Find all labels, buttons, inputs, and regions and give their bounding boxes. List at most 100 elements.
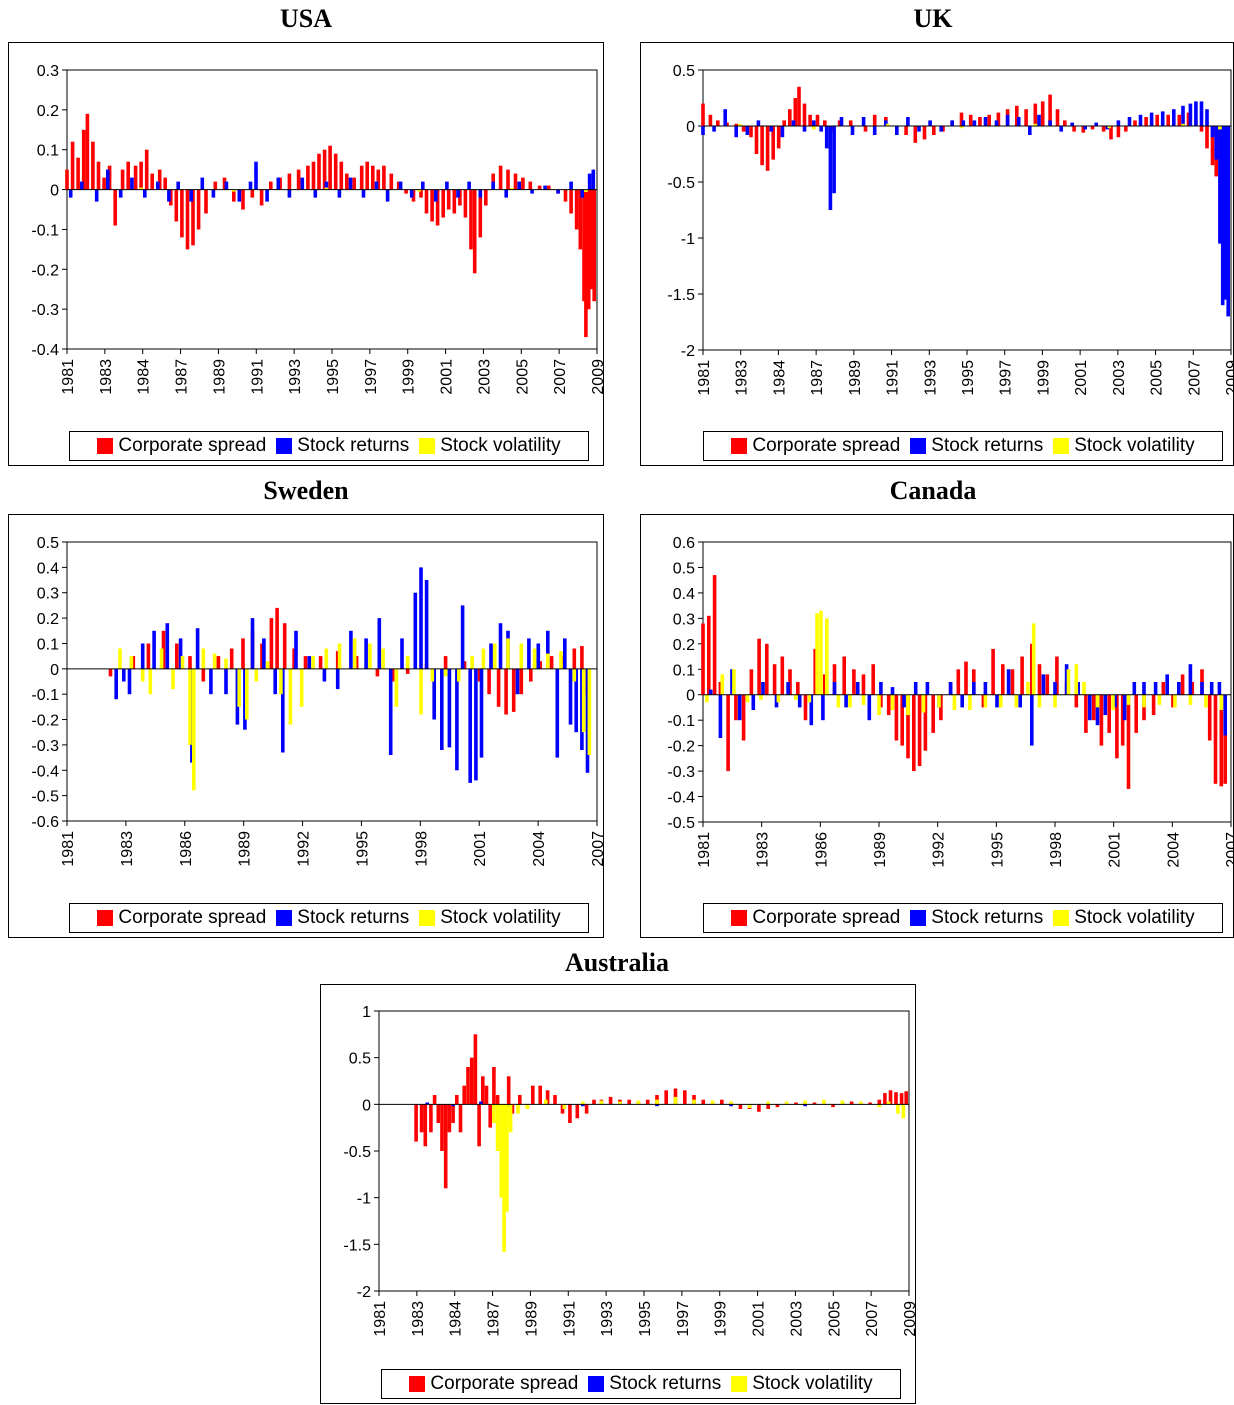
y-tick-label: 0.2 bbox=[37, 103, 59, 120]
legend-label-corporate-spread: Corporate spread bbox=[752, 435, 901, 456]
bar-stock-volatility bbox=[710, 1100, 715, 1105]
bar-corporate-spread bbox=[222, 177, 227, 190]
bar-corporate-spread bbox=[201, 668, 206, 682]
bar-stock-volatility bbox=[525, 1104, 530, 1109]
bar-corporate-spread bbox=[754, 126, 759, 154]
bar-stock-returns bbox=[237, 189, 242, 202]
bar-stock-volatility bbox=[1142, 694, 1146, 708]
bar-stock-returns bbox=[839, 117, 844, 126]
canada-legend: Corporate spread Stock returns Stock vol… bbox=[703, 903, 1223, 933]
plot-area bbox=[66, 69, 598, 350]
bar-corporate-spread bbox=[1199, 126, 1204, 132]
bar-corporate-spread bbox=[1063, 120, 1067, 126]
bar-corporate-spread bbox=[345, 173, 349, 190]
bar-stock-returns bbox=[460, 605, 465, 669]
bar-stock-volatility bbox=[776, 694, 781, 703]
bar-stock-returns bbox=[250, 618, 255, 669]
y-tick-label: -1.5 bbox=[667, 287, 695, 304]
bar-stock-returns bbox=[1217, 682, 1222, 695]
y-tick-label: -0.2 bbox=[31, 713, 59, 730]
bar-corporate-spread bbox=[232, 189, 236, 202]
bar-corporate-spread bbox=[339, 161, 344, 190]
bar-corporate-spread bbox=[802, 103, 807, 126]
bar-stock-returns bbox=[587, 173, 592, 190]
bar-corporate-spread bbox=[382, 165, 386, 190]
bar-corporate-spread bbox=[568, 1104, 572, 1123]
bar-stock-returns bbox=[1037, 114, 1041, 126]
bar-stock-returns bbox=[812, 120, 816, 126]
x-tick-label: 2001 bbox=[472, 831, 489, 867]
swatch-stock-returns bbox=[276, 910, 293, 926]
bar-corporate-spread bbox=[812, 1102, 817, 1105]
bar-stock-returns bbox=[718, 694, 723, 738]
bar-stock-returns bbox=[543, 185, 547, 190]
bar-corporate-spread bbox=[1190, 682, 1195, 695]
bar-stock-volatility bbox=[885, 123, 890, 126]
bar-stock-volatility bbox=[738, 123, 742, 126]
x-tick-label: 1989 bbox=[237, 831, 254, 867]
bar-stock-volatility bbox=[732, 669, 736, 695]
bar-stock-returns bbox=[313, 189, 318, 198]
bar-corporate-spread bbox=[608, 1096, 613, 1105]
bar-corporate-spread bbox=[545, 1090, 550, 1105]
bar-corporate-spread bbox=[797, 86, 801, 126]
bar-corporate-spread bbox=[586, 189, 591, 310]
bar-corporate-spread bbox=[871, 664, 875, 695]
bar-stock-returns bbox=[902, 694, 906, 708]
bar-stock-returns bbox=[917, 126, 921, 132]
x-tick-label: 2005 bbox=[514, 359, 531, 395]
bar-stock-volatility bbox=[1111, 694, 1115, 710]
bar-stock-returns bbox=[68, 189, 73, 198]
plot-area bbox=[66, 541, 598, 822]
bar-stock-volatility bbox=[532, 648, 537, 669]
bar-corporate-spread bbox=[1166, 114, 1170, 126]
bar-corporate-spread bbox=[511, 668, 516, 712]
bar-stock-returns bbox=[1053, 682, 1057, 695]
bar-corporate-spread bbox=[1207, 694, 1212, 741]
bar-corporate-spread bbox=[196, 189, 201, 230]
bar-stock-volatility bbox=[1219, 694, 1224, 710]
x-tick-label: 1995 bbox=[989, 832, 1006, 868]
bar-corporate-spread bbox=[793, 98, 798, 126]
x-tick-label: 1981 bbox=[696, 832, 713, 868]
bar-corporate-spread bbox=[481, 1076, 485, 1105]
bar-stock-volatility bbox=[188, 668, 192, 745]
bar-corporate-spread bbox=[531, 1085, 535, 1105]
bar-stock-returns bbox=[1223, 126, 1228, 300]
bar-stock-returns bbox=[324, 181, 329, 190]
bar-stock-returns bbox=[1041, 674, 1046, 695]
bar-corporate-spread bbox=[1055, 109, 1060, 126]
bar-stock-volatility bbox=[1053, 694, 1057, 708]
y-tick-label: 0.2 bbox=[673, 637, 695, 654]
bar-corporate-spread bbox=[981, 694, 986, 708]
y-tick-label: -0.5 bbox=[667, 815, 695, 832]
bar-corporate-spread bbox=[81, 129, 86, 190]
bar-corporate-spread bbox=[913, 126, 918, 143]
bar-stock-volatility bbox=[836, 694, 841, 708]
bar-corporate-spread bbox=[718, 682, 723, 695]
bar-stock-volatility bbox=[584, 189, 588, 192]
bar-corporate-spread bbox=[333, 153, 338, 190]
bar-stock-returns bbox=[1138, 114, 1143, 126]
bar-stock-returns bbox=[1205, 109, 1209, 126]
bar-stock-returns bbox=[730, 669, 734, 695]
bar-corporate-spread bbox=[900, 694, 904, 746]
bar-stock-returns bbox=[950, 120, 954, 126]
bar-corporate-spread bbox=[1213, 694, 1218, 784]
y-tick-label: 0 bbox=[686, 688, 695, 705]
bar-corporate-spread bbox=[185, 189, 190, 250]
bar-stock-returns bbox=[1165, 674, 1169, 695]
bar-corporate-spread bbox=[837, 120, 842, 126]
bar-stock-volatility bbox=[201, 648, 206, 669]
x-tick-label: 1997 bbox=[675, 1301, 692, 1337]
bar-stock-volatility bbox=[784, 1101, 789, 1105]
plot-area bbox=[378, 1010, 910, 1292]
bar-stock-returns bbox=[152, 630, 156, 669]
x-tick-label: 1995 bbox=[960, 360, 977, 396]
bar-stock-returns bbox=[819, 126, 823, 132]
bar-corporate-spread bbox=[275, 607, 279, 669]
y-tick-label: -0.5 bbox=[667, 175, 695, 192]
bar-stock-returns bbox=[1070, 122, 1074, 126]
bar-corporate-spread bbox=[376, 169, 381, 190]
bar-corporate-spread bbox=[987, 114, 991, 126]
